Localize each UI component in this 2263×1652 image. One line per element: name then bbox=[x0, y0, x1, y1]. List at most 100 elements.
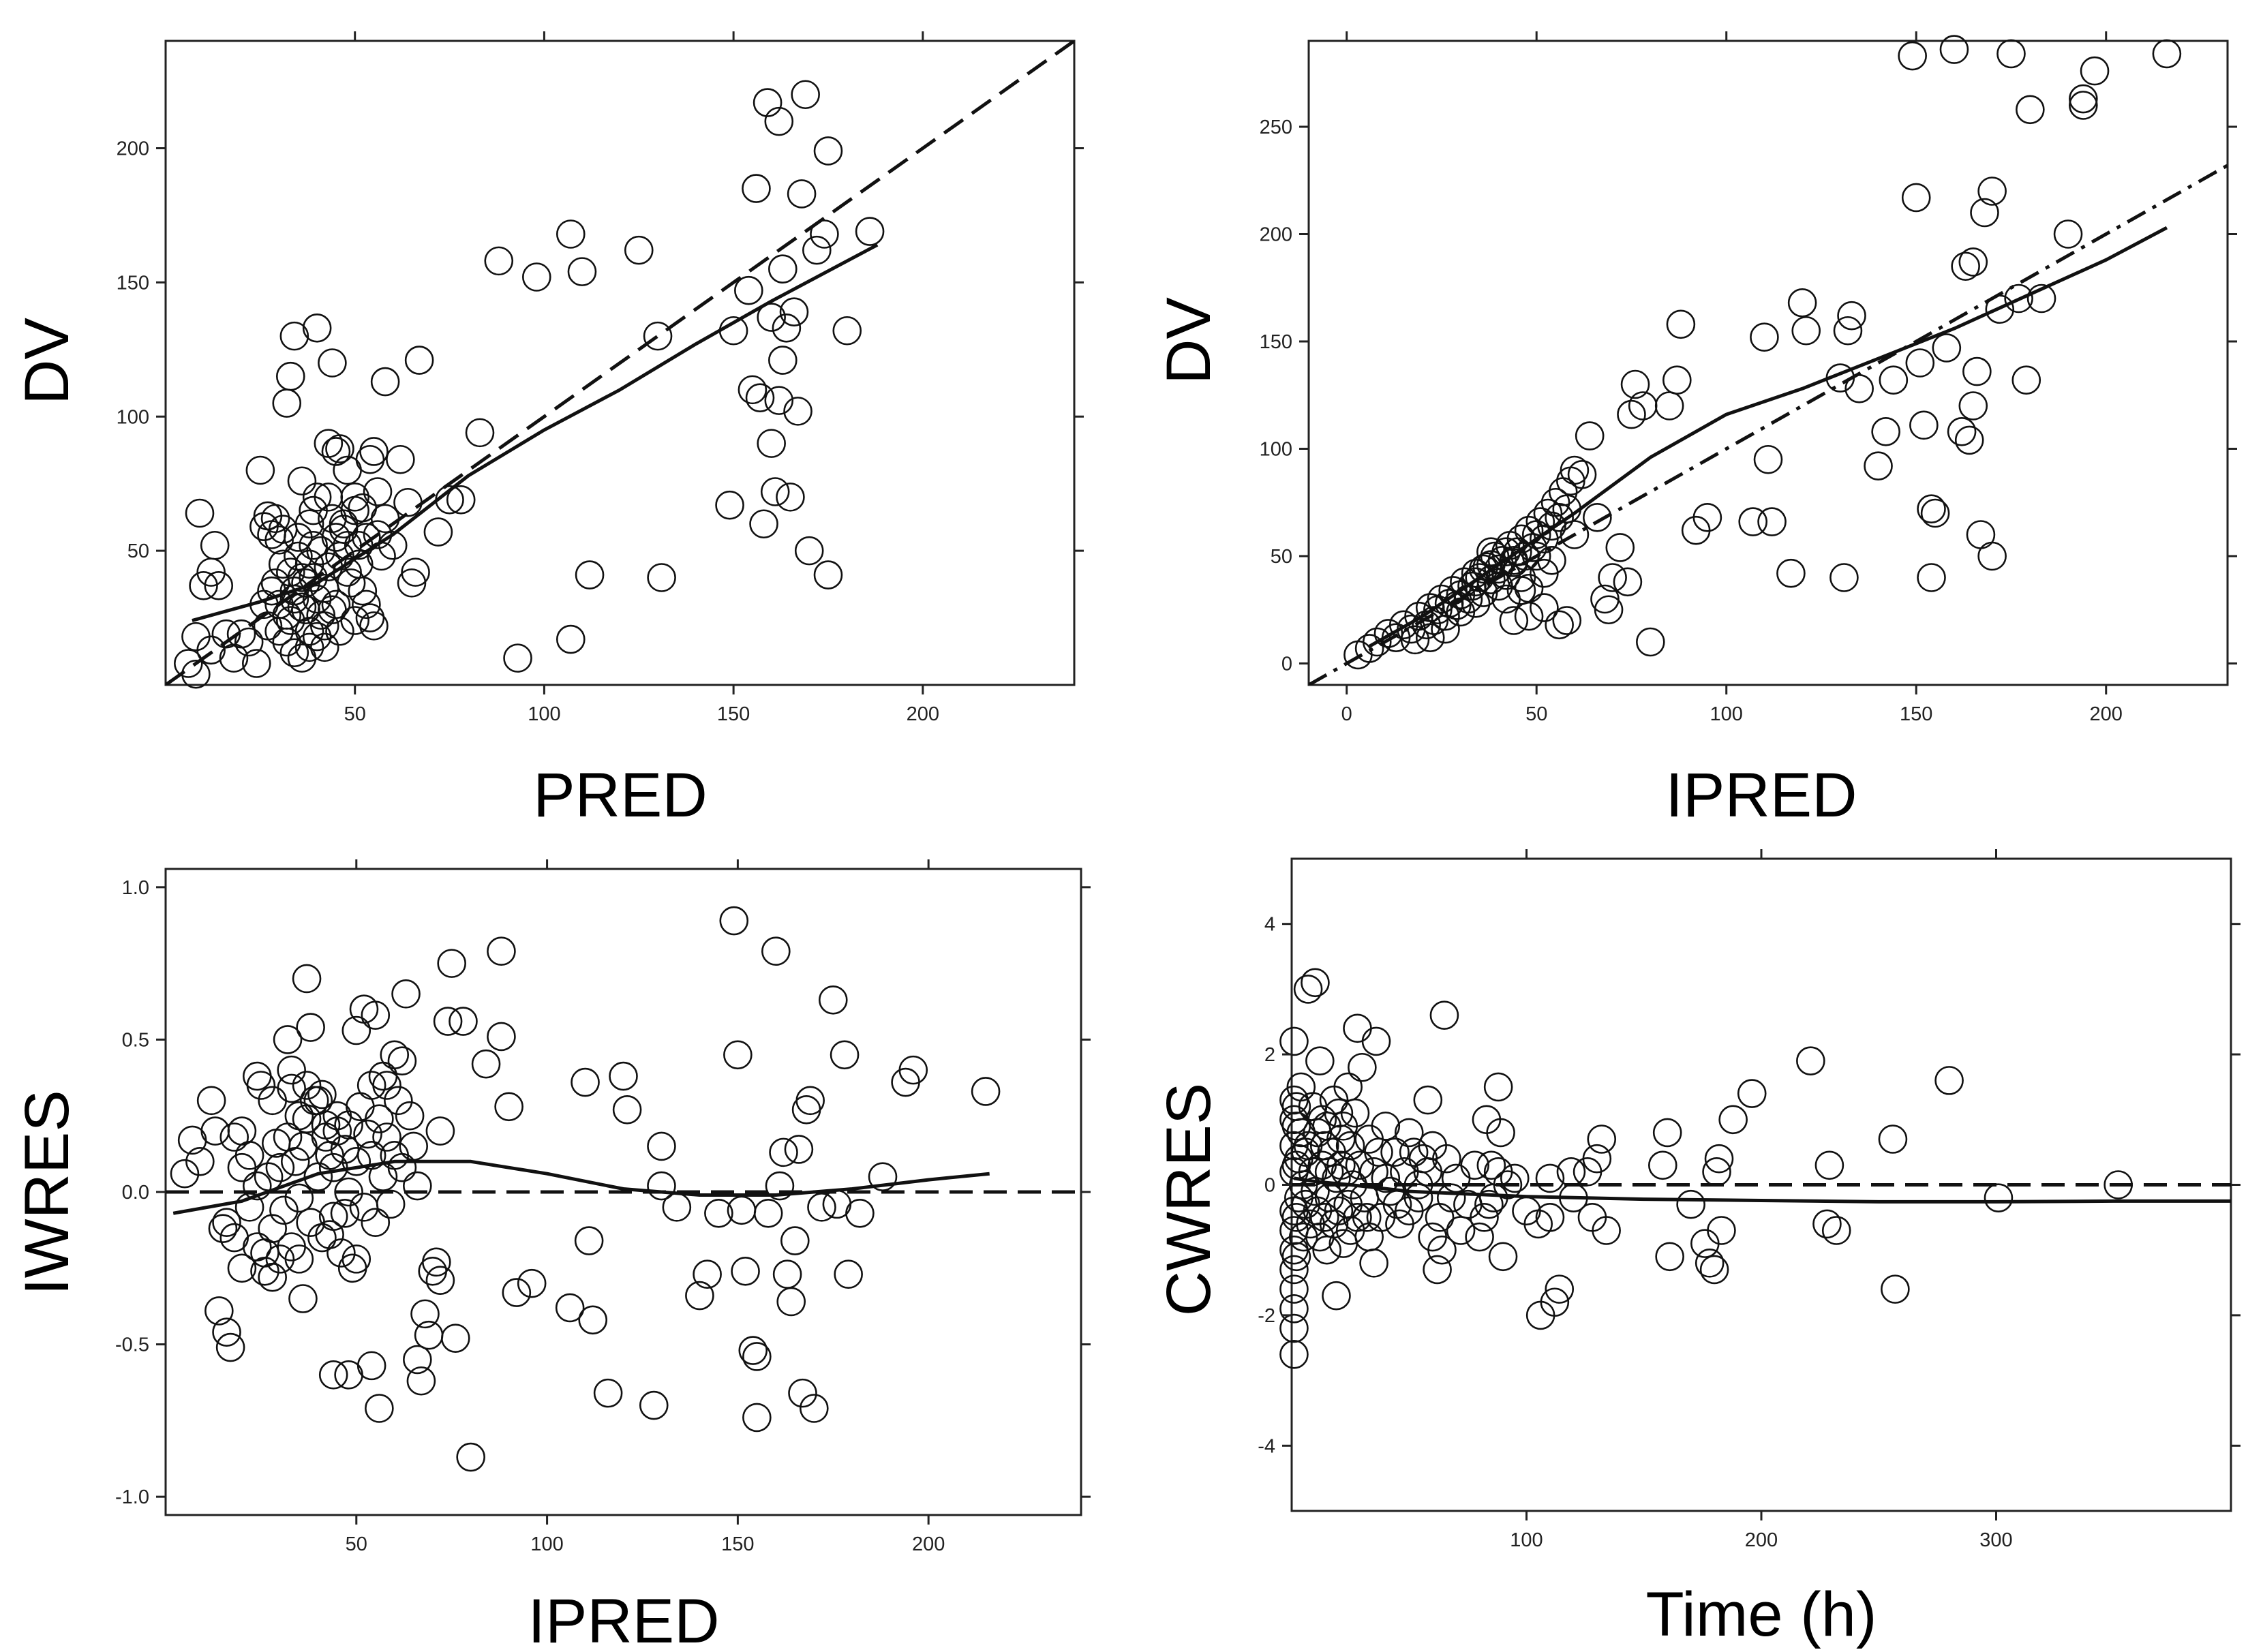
data-point bbox=[257, 576, 286, 606]
y-tick-label: -1.0 bbox=[115, 1486, 149, 1508]
y-axis-label: DV bbox=[12, 318, 82, 405]
data-point bbox=[776, 1287, 806, 1317]
data-point bbox=[1468, 554, 1498, 584]
y-axis-label: DV bbox=[1154, 297, 1224, 384]
data-point bbox=[465, 418, 495, 448]
data-point bbox=[380, 1040, 410, 1070]
data-point bbox=[1535, 1163, 1565, 1193]
data-point bbox=[284, 1183, 314, 1213]
data-point bbox=[1939, 35, 1969, 64]
data-point bbox=[245, 455, 275, 485]
y-tick-label: 0.0 bbox=[122, 1182, 149, 1204]
loess-smooth-line bbox=[192, 243, 879, 622]
data-point bbox=[292, 1104, 322, 1133]
data-point bbox=[1403, 1183, 1433, 1212]
data-point bbox=[355, 603, 385, 632]
data-point bbox=[1399, 1137, 1429, 1167]
data-point bbox=[264, 525, 294, 555]
data-point bbox=[1412, 610, 1441, 640]
data-point bbox=[1279, 1026, 1309, 1056]
data-point bbox=[1905, 348, 1935, 378]
data-point bbox=[1354, 634, 1384, 663]
data-point bbox=[1438, 576, 1468, 605]
y-tick-label: 50 bbox=[1271, 546, 1292, 568]
data-point bbox=[365, 1394, 394, 1423]
x-axis-label: Time (h) bbox=[1645, 1580, 1877, 1649]
data-point bbox=[302, 483, 332, 512]
data-point bbox=[341, 1146, 371, 1176]
data-point bbox=[1279, 1340, 1309, 1369]
data-point bbox=[1977, 541, 2007, 571]
data-point bbox=[471, 1049, 501, 1079]
data-point bbox=[264, 616, 294, 646]
data-point bbox=[1413, 1157, 1443, 1187]
data-point bbox=[325, 434, 354, 463]
data-point bbox=[1821, 1216, 1851, 1245]
data-point bbox=[294, 616, 324, 646]
data-point bbox=[1506, 563, 1536, 592]
data-point bbox=[242, 1232, 272, 1261]
data-point bbox=[384, 1086, 413, 1116]
data-point bbox=[738, 375, 768, 405]
data-point bbox=[769, 1137, 798, 1167]
data-point bbox=[484, 246, 514, 276]
data-point bbox=[1636, 627, 1665, 657]
data-point bbox=[971, 1077, 1001, 1106]
y-tick-label: 0 bbox=[1281, 654, 1292, 675]
data-point bbox=[1718, 1105, 1748, 1135]
data-point bbox=[1702, 1157, 1731, 1187]
data-point bbox=[768, 346, 798, 375]
y-tick-label: 200 bbox=[1260, 224, 1292, 246]
data-point bbox=[269, 1195, 299, 1225]
data-point bbox=[275, 361, 305, 391]
data-point bbox=[2011, 365, 2041, 395]
data-point bbox=[1917, 494, 1946, 524]
data-point bbox=[810, 219, 839, 249]
data-point bbox=[185, 498, 215, 528]
data-point bbox=[189, 571, 218, 600]
data-point bbox=[1545, 502, 1574, 532]
data-point bbox=[1881, 1274, 1910, 1304]
data-point bbox=[517, 1268, 547, 1298]
data-point bbox=[170, 1159, 200, 1189]
data-point bbox=[277, 1055, 306, 1085]
data-point bbox=[204, 571, 234, 600]
data-point bbox=[330, 1199, 360, 1228]
data-point bbox=[1281, 1242, 1311, 1272]
data-point bbox=[685, 1281, 714, 1311]
data-point bbox=[1575, 421, 1605, 450]
data-point bbox=[185, 1146, 215, 1176]
data-point bbox=[1540, 1287, 1570, 1317]
data-point bbox=[318, 348, 347, 378]
data-point bbox=[318, 1360, 348, 1390]
data-point bbox=[1901, 183, 1931, 213]
data-point bbox=[246, 1071, 276, 1100]
data-point bbox=[273, 1025, 303, 1054]
data-point bbox=[1556, 1157, 1586, 1187]
panel-iwres-vs-ipred: 50 100 150 200 -1.0 -0.5 0.0 0.5 1.0 IPRED IWRES bbox=[12, 859, 1091, 1652]
data-point bbox=[1796, 1046, 1825, 1075]
loess-smooth-line bbox=[1294, 1176, 2231, 1204]
data-point bbox=[1583, 502, 1612, 532]
data-point bbox=[731, 1256, 760, 1286]
data-point bbox=[1552, 606, 1582, 635]
data-point bbox=[1951, 251, 1980, 281]
data-point bbox=[341, 1244, 371, 1274]
data-point bbox=[372, 1071, 401, 1100]
panel-dv-vs-ipred: 0 50 100 150 200 0 50 100 150 200 250 IPRED DV bbox=[1154, 31, 2237, 830]
data-point bbox=[1279, 1294, 1309, 1324]
data-point bbox=[1429, 1000, 1459, 1030]
data-point bbox=[624, 235, 654, 265]
data-point bbox=[299, 530, 328, 560]
data-point bbox=[1335, 1131, 1365, 1161]
data-point bbox=[1301, 968, 1330, 998]
data-point bbox=[1413, 1085, 1443, 1115]
y-tick-label: 100 bbox=[117, 406, 149, 428]
data-point bbox=[1545, 1274, 1575, 1304]
data-point bbox=[433, 1007, 463, 1036]
data-point bbox=[365, 1104, 394, 1133]
data-point bbox=[1359, 1157, 1388, 1187]
data-point bbox=[593, 1378, 623, 1408]
data-point bbox=[1655, 1242, 1684, 1272]
data-point bbox=[1326, 1125, 1356, 1154]
